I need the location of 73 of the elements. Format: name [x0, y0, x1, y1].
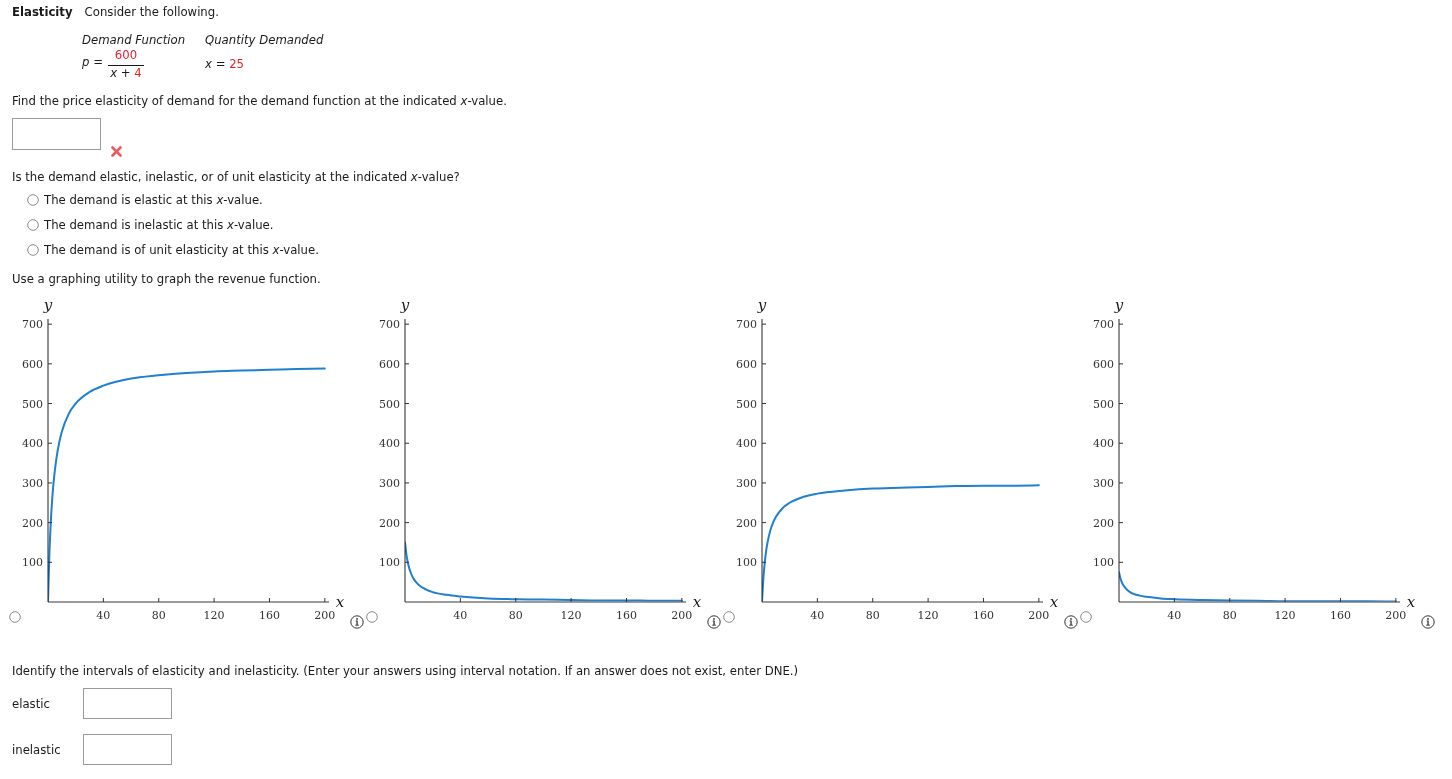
- x-tick-label: 80: [1222, 609, 1237, 622]
- y-axis-title: y: [1114, 296, 1124, 314]
- y-tick-label: 100: [1093, 556, 1114, 570]
- x-tick-label: 120: [917, 609, 939, 622]
- x-tick-label: 160: [972, 609, 994, 622]
- x-tick-label: 40: [1167, 609, 1182, 622]
- y-tick-label: 500: [736, 397, 757, 411]
- x-tick-label: 160: [1329, 609, 1351, 622]
- y-tick-label: 400: [22, 437, 43, 451]
- text: x + 4: [110, 66, 142, 80]
- y-tick-label: 400: [379, 437, 400, 451]
- y-tick-label: 200: [22, 516, 43, 530]
- y-tick-label: 300: [736, 476, 757, 490]
- x-tick-label: 200: [671, 609, 693, 622]
- text: The demand is inelastic at this x-value.: [44, 218, 274, 232]
- y-tick-label: 500: [22, 397, 43, 411]
- x-tick-label: 120: [1274, 609, 1296, 622]
- y-tick-label: 100: [379, 556, 400, 570]
- y-tick-label: 300: [379, 476, 400, 490]
- x-tick-label: 80: [151, 609, 166, 622]
- y-tick-label: 200: [736, 516, 757, 530]
- text: 600: [114, 48, 138, 62]
- y-tick-label: 200: [379, 516, 400, 530]
- x-tick-label: 40: [453, 609, 468, 622]
- y-tick-label: 300: [22, 476, 43, 490]
- y-tick-label: 400: [1093, 437, 1114, 451]
- text: p =: [82, 55, 103, 69]
- text: Quantity Demanded: [205, 33, 324, 47]
- y-tick-label: 100: [736, 556, 757, 570]
- y-axis-title: y: [757, 296, 767, 314]
- x-axis-title: x: [692, 593, 702, 611]
- y-tick-label: 300: [1093, 476, 1114, 490]
- text: Use a graphing utility to graph the revenue function.: [12, 272, 321, 286]
- chart-title: Elasticity: [12, 5, 73, 19]
- y-tick-label: 200: [1093, 516, 1114, 530]
- text: x = 25: [205, 57, 245, 71]
- x-tick-label: 40: [810, 609, 825, 622]
- x-axis-title: x: [335, 593, 345, 611]
- text: Find the price elasticity of demand for the demand function at the indicated x-value.: [12, 94, 507, 108]
- x-tick-label: 200: [1385, 609, 1407, 622]
- text: Is the demand elastic, inelastic, or of unit elasticity at the indicated x-value?: [12, 170, 460, 184]
- x-tick-label: 200: [1028, 609, 1050, 622]
- y-tick-label: 400: [736, 437, 757, 451]
- y-tick-label: 500: [1093, 397, 1114, 411]
- y-tick-label: 600: [736, 357, 757, 371]
- text: The demand is of unit elasticity at this x-value.: [44, 243, 319, 257]
- x-tick-label: 200: [314, 609, 336, 622]
- x-tick-label: 80: [865, 609, 880, 622]
- x-axis-title: x: [1049, 593, 1059, 611]
- y-axis-title: y: [43, 296, 53, 314]
- y-tick-label: 700: [736, 318, 757, 332]
- chart-subtitle: Consider the following.: [84, 5, 219, 19]
- x-axis-title: x: [1406, 593, 1416, 611]
- text: The demand is elastic at this x-value.: [44, 193, 263, 207]
- y-tick-label: 600: [379, 357, 400, 371]
- y-tick-label: 700: [379, 318, 400, 332]
- y-tick-label: 600: [22, 357, 43, 371]
- text: Demand Function: [82, 33, 186, 47]
- x-tick-label: 160: [258, 609, 280, 622]
- y-tick-label: 700: [1093, 318, 1114, 332]
- text: Identify the intervals of elasticity and inelasticity. (Enter your answers using interval notation. If an answer does not exist, enter DNE.): [12, 664, 799, 678]
- x-tick-label: 120: [560, 609, 582, 622]
- y-tick-label: 700: [22, 318, 43, 332]
- y-tick-label: 100: [22, 556, 43, 570]
- y-tick-label: 500: [379, 397, 400, 411]
- y-axis-title: y: [400, 296, 410, 314]
- text: inelastic: [12, 743, 61, 757]
- x-tick-label: 80: [508, 609, 523, 622]
- x-tick-label: 160: [615, 609, 637, 622]
- x-tick-label: 40: [96, 609, 111, 622]
- text: elastic: [12, 697, 50, 711]
- x-tick-label: 120: [203, 609, 225, 622]
- y-tick-label: 600: [1093, 357, 1114, 371]
